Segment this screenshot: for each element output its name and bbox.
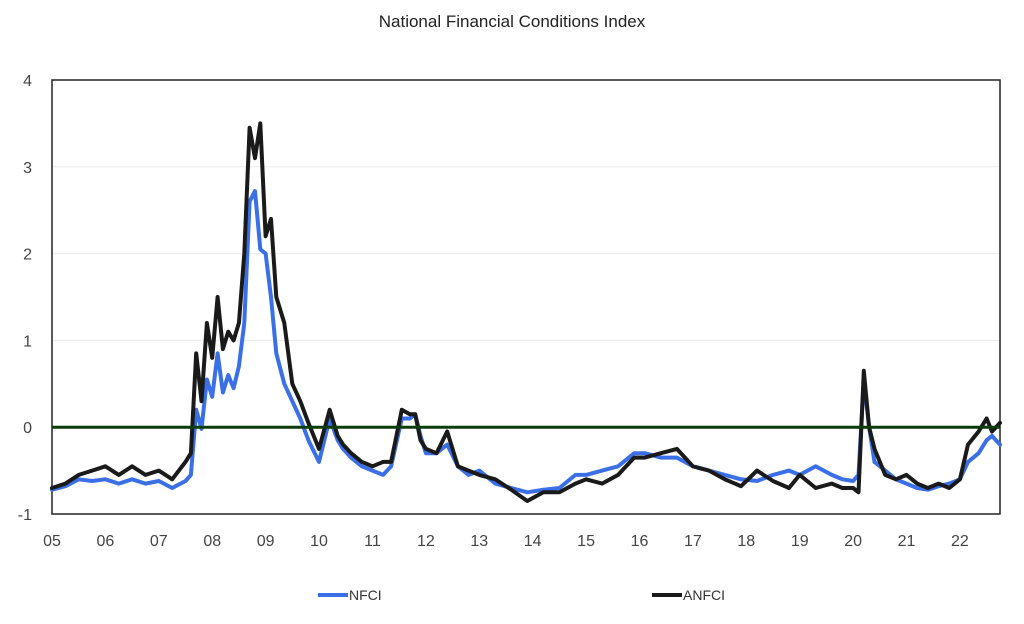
legend-item-anfci: ANFCI: [652, 587, 725, 603]
x-tick-label: 09: [257, 533, 275, 550]
x-tick-label: 16: [631, 533, 649, 550]
x-tick-label: 20: [844, 533, 862, 550]
series-line-nfci: [50, 189, 1002, 495]
x-tick-label: 21: [898, 533, 916, 550]
x-tick-label: 08: [203, 533, 221, 550]
x-tick-label: 05: [43, 533, 61, 550]
y-tick-label: 1: [23, 333, 32, 350]
y-tick-label: 2: [23, 247, 32, 264]
x-tick-label: 06: [97, 533, 115, 550]
x-tick-label: 15: [577, 533, 595, 550]
y-tick-label: 0: [23, 420, 32, 437]
series-line-anfci: [50, 121, 1002, 503]
plot-area: [51, 79, 1001, 515]
legend: NFCI ANFCI: [318, 587, 725, 603]
x-tick-label: 17: [684, 533, 702, 550]
y-tick-label: 3: [23, 160, 32, 177]
x-tick-label: 12: [417, 533, 435, 550]
y-tick-label: 4: [23, 73, 32, 90]
x-tick-label: 07: [150, 533, 168, 550]
series-lines: [50, 121, 1002, 503]
x-tick-label: 11: [364, 533, 381, 550]
x-tick-label: 14: [524, 533, 542, 550]
legend-label: NFCI: [349, 587, 382, 603]
x-tick-labels: 05 06 07 08 09 10 11 12 13 14 15 16 17 18 19 20 21 22: [43, 533, 969, 550]
x-tick-label: 13: [470, 533, 488, 550]
y-tick-label: -1: [18, 507, 32, 524]
x-tick-label: 10: [310, 533, 328, 550]
y-tick-labels: -1 0 1 2 3 4: [18, 73, 32, 524]
x-tick-label: 19: [791, 533, 809, 550]
legend-item-nfci: NFCI: [318, 587, 382, 603]
legend-label: ANFCI: [683, 587, 725, 603]
chart-title: National Financial Conditions Index: [378, 12, 646, 31]
x-tick-label: 18: [737, 533, 755, 550]
x-tick-label: 22: [951, 533, 969, 550]
grid-lines: [52, 166, 1000, 341]
